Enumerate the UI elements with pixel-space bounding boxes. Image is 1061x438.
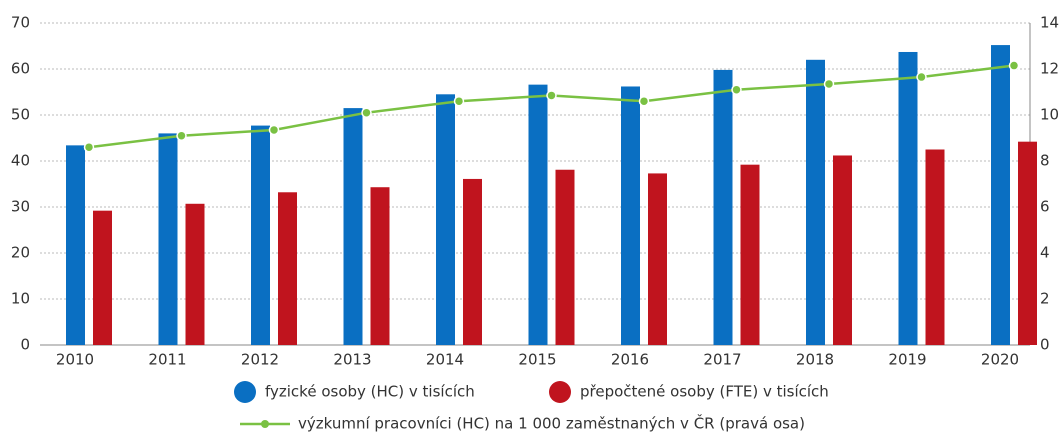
- bar: [555, 169, 575, 345]
- x-tick-label: 2014: [426, 351, 464, 369]
- y2-tick-label: 6: [1040, 198, 1050, 216]
- legend-marker: [261, 420, 269, 428]
- y2-tick-label: 4: [1040, 244, 1050, 262]
- y-tick-label: 70: [11, 14, 30, 32]
- line-point: [638, 95, 650, 107]
- bar: [898, 51, 918, 345]
- bar: [925, 149, 945, 345]
- y-tick-label: 0: [20, 336, 30, 354]
- y2-tick-label: 8: [1040, 152, 1050, 170]
- bar: [991, 45, 1010, 346]
- bar: [93, 210, 112, 345]
- bar: [158, 133, 178, 345]
- line-point: [83, 141, 95, 153]
- bar: [713, 69, 733, 346]
- line: [88, 64, 1015, 149]
- line-point: [453, 95, 465, 107]
- bar: [436, 94, 455, 345]
- bar: [251, 125, 270, 345]
- bar: [833, 155, 852, 345]
- bar: [648, 173, 667, 345]
- legend-label: přepočtené osoby (FTE) v tisících: [580, 383, 829, 401]
- bar: [1018, 141, 1037, 345]
- bar: [343, 108, 363, 345]
- y-tick-label: 50: [11, 106, 30, 124]
- x-tick-label: 2015: [518, 351, 556, 369]
- x-tick-label: 2018: [796, 351, 834, 369]
- x-tick-label: 2012: [241, 351, 279, 369]
- line-point: [731, 84, 742, 95]
- bar: [185, 203, 205, 345]
- legend-marker: [234, 381, 256, 403]
- line-point: [1008, 60, 1020, 71]
- bar: [528, 84, 548, 345]
- bar: [740, 164, 760, 345]
- y2-tick-label: 0: [1040, 336, 1050, 354]
- x-tick-label: 2010: [56, 351, 94, 369]
- y-tick-label: 60: [11, 60, 30, 78]
- line-point: [361, 107, 372, 118]
- y2-tick-label: 14: [1040, 14, 1059, 32]
- x-tick-label: 2020: [981, 351, 1019, 369]
- y-tick-label: 30: [11, 198, 30, 216]
- x-tick-label: 2016: [611, 351, 649, 369]
- y2-tick-label: 12: [1040, 60, 1059, 78]
- line-point: [176, 130, 187, 141]
- legend-marker: [549, 381, 571, 403]
- line-point: [916, 71, 927, 83]
- y-tick-label: 40: [11, 152, 30, 170]
- x-tick-label: 2011: [148, 351, 186, 369]
- bar: [370, 187, 390, 345]
- x-tick-label: 2017: [703, 351, 741, 369]
- y2-tick-label: 10: [1040, 106, 1059, 124]
- line-point: [546, 90, 557, 101]
- bar: [621, 86, 640, 345]
- legend-label: výzkumní pracovníci (HC) na 1 000 zaměst…: [298, 414, 805, 433]
- bar: [463, 178, 482, 345]
- y-tick-label: 20: [11, 244, 30, 262]
- legend-label: fyzické osoby (HC) v tisících: [265, 383, 475, 401]
- bar: [806, 59, 825, 346]
- x-tick-label: 2013: [333, 351, 371, 369]
- bar: [66, 145, 85, 345]
- line-point: [823, 78, 835, 90]
- x-tick-label: 2019: [888, 351, 926, 369]
- y-tick-label: 10: [11, 290, 30, 308]
- y2-tick-label: 2: [1040, 290, 1050, 308]
- bar: [278, 192, 297, 345]
- line-point: [268, 124, 280, 136]
